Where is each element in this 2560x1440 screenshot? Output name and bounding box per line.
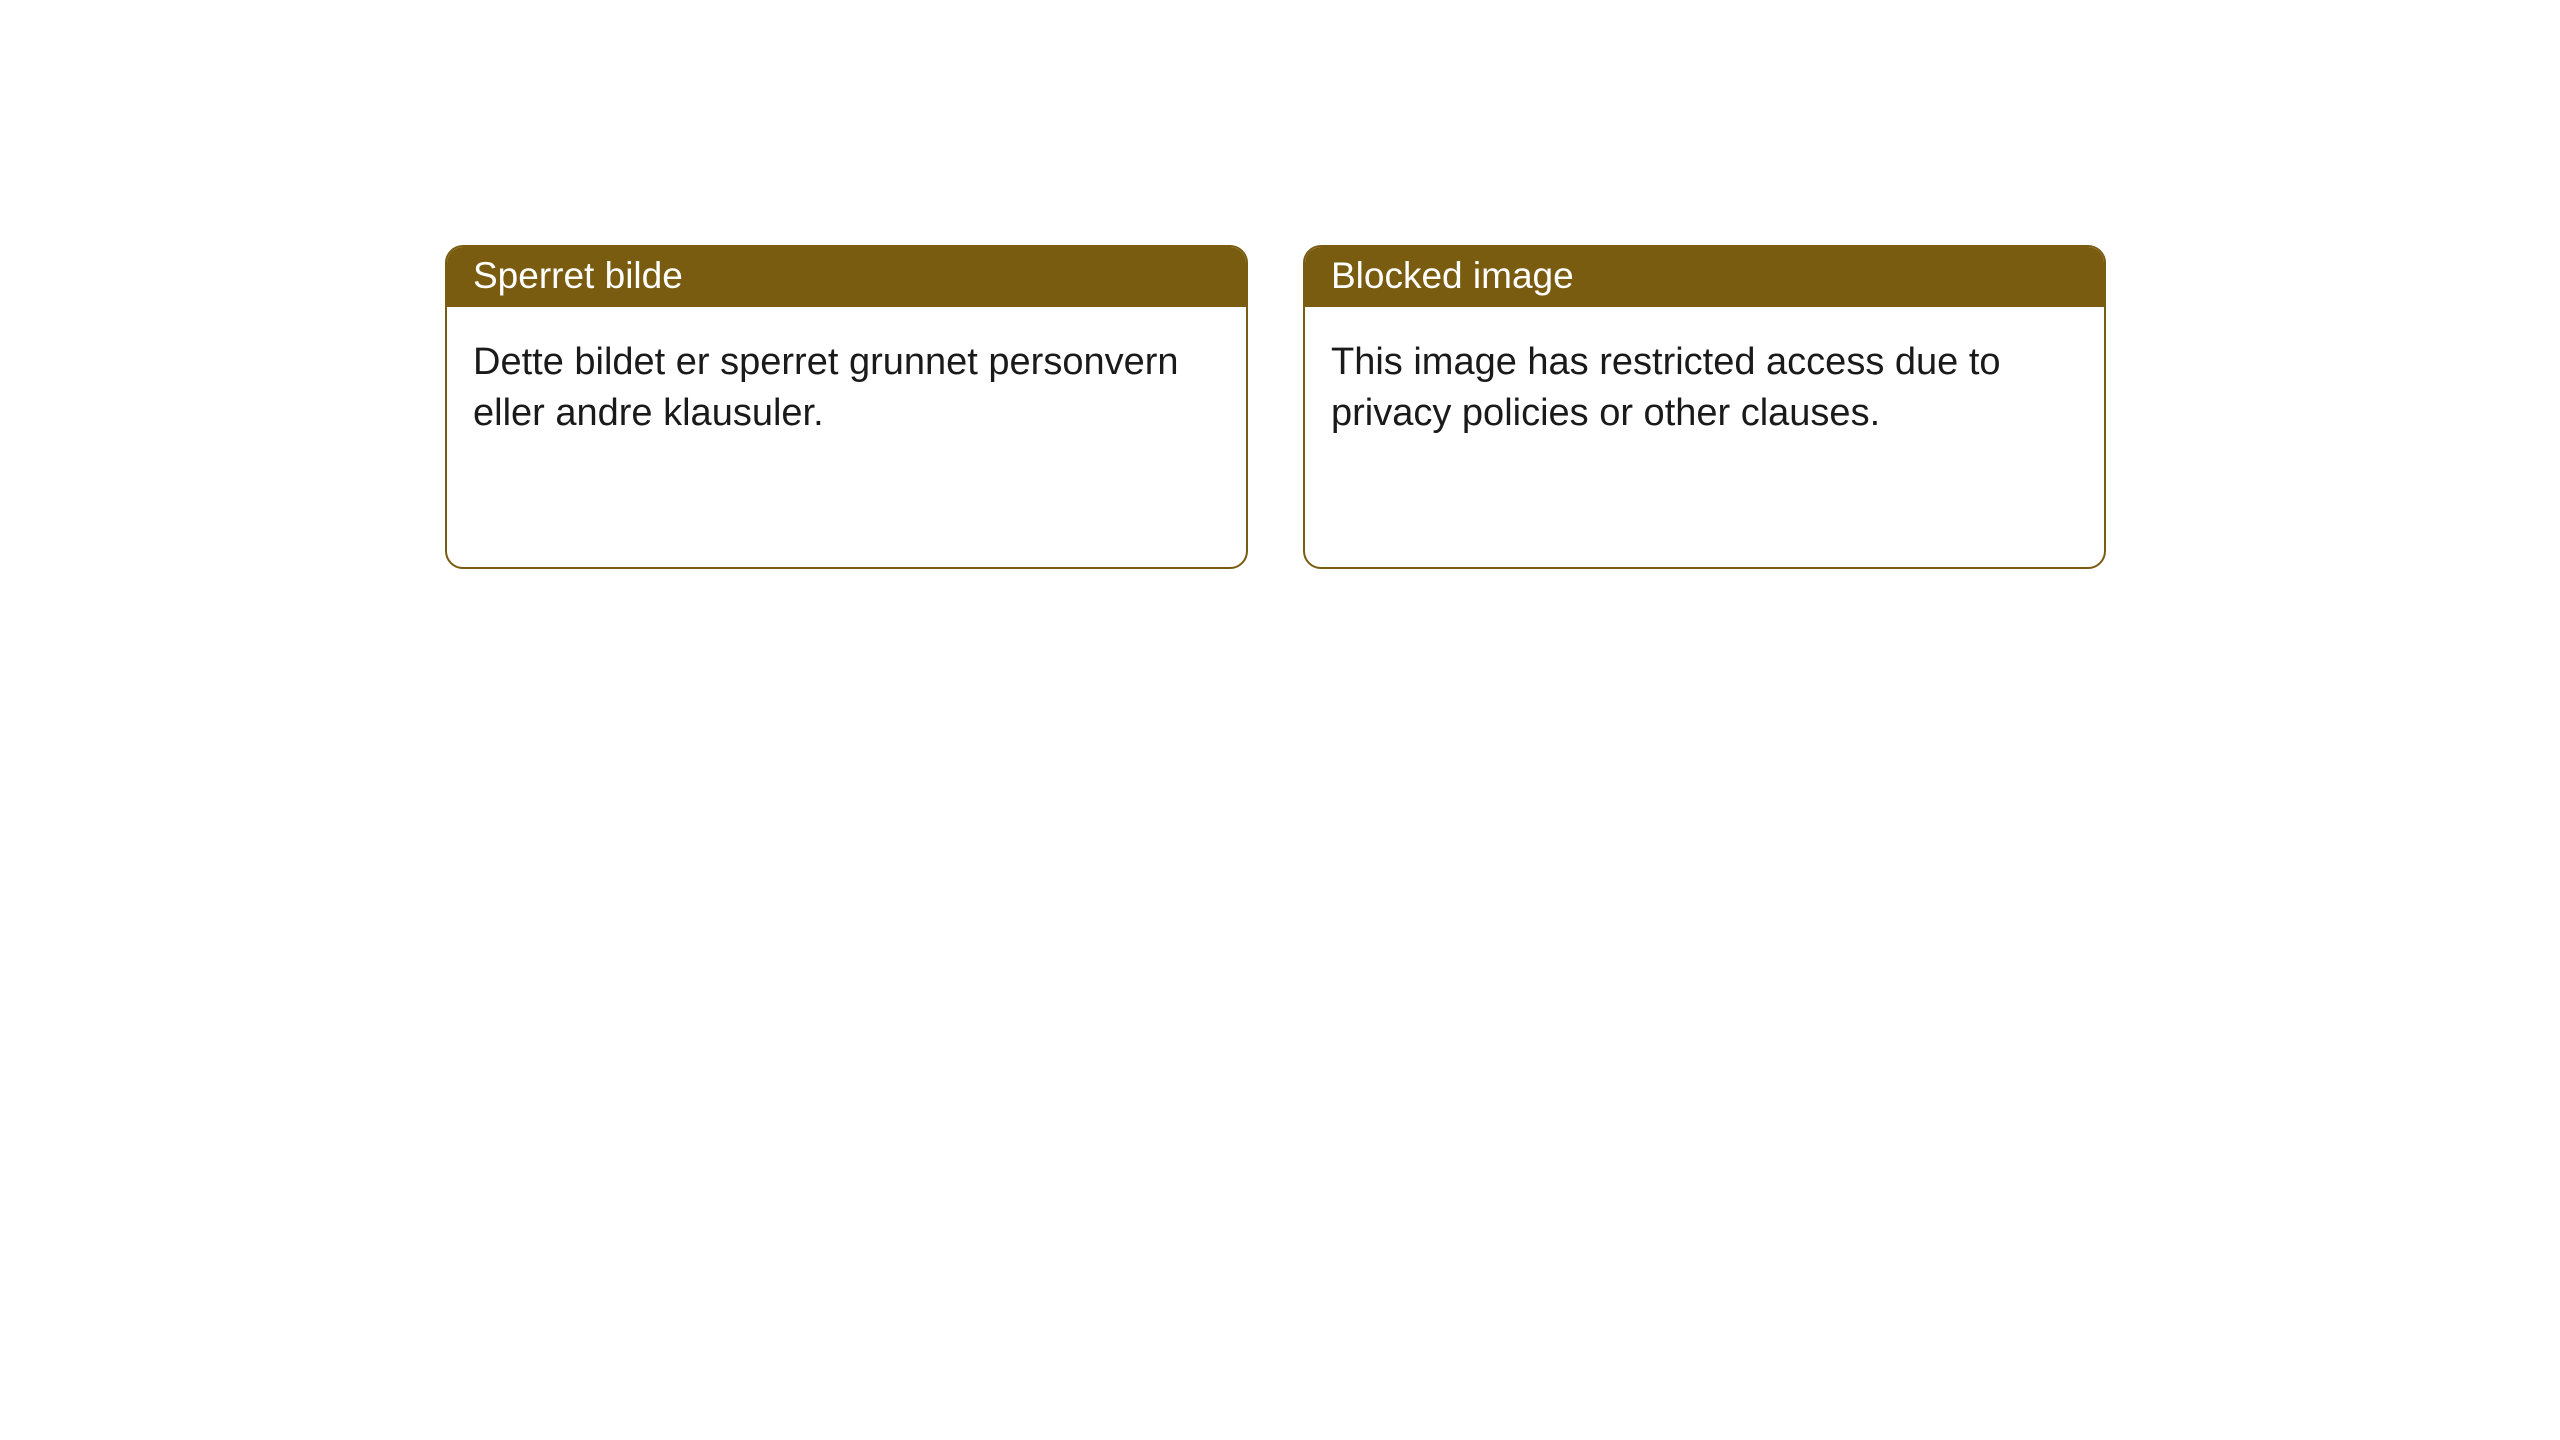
- notice-container: Sperret bilde Dette bildet er sperret gr…: [445, 245, 2106, 569]
- notice-header: Sperret bilde: [447, 247, 1246, 307]
- notice-body-text: Dette bildet er sperret grunnet personve…: [473, 341, 1179, 434]
- notice-body: This image has restricted access due to …: [1305, 307, 2104, 567]
- notice-card-norwegian: Sperret bilde Dette bildet er sperret gr…: [445, 245, 1248, 569]
- notice-card-english: Blocked image This image has restricted …: [1303, 245, 2106, 569]
- notice-body-text: This image has restricted access due to …: [1331, 341, 2001, 434]
- notice-body: Dette bildet er sperret grunnet personve…: [447, 307, 1246, 567]
- notice-header: Blocked image: [1305, 247, 2104, 307]
- notice-title: Sperret bilde: [473, 255, 683, 296]
- notice-title: Blocked image: [1331, 255, 1574, 296]
